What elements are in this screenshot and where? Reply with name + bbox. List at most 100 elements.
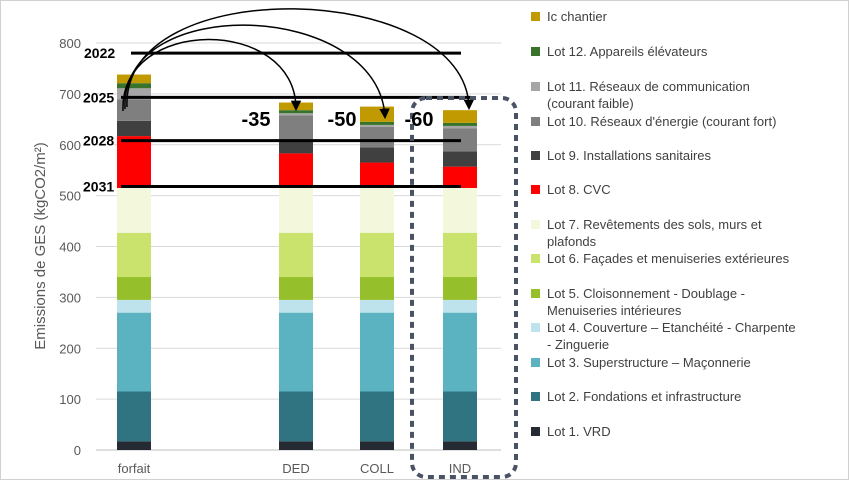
- bar-segment: [360, 126, 394, 148]
- bar-segment: [117, 83, 151, 89]
- legend-swatch: [531, 12, 540, 21]
- bar-segment: [117, 99, 151, 121]
- x-axis-ticks: forfait DED COLL IND: [118, 461, 471, 476]
- y-tick-label: 500: [59, 189, 81, 204]
- bar-segment: [360, 124, 394, 127]
- legend-label: Lot 9. Installations sanitaires: [547, 148, 712, 163]
- bar-segment: [443, 125, 477, 129]
- legend-swatch: [531, 151, 540, 160]
- legend-swatch: [531, 358, 540, 367]
- y-tick-label: 0: [74, 443, 81, 458]
- bar-segment: [117, 88, 151, 100]
- x-tick-label: forfait: [118, 461, 151, 476]
- x-tick-label: COLL: [360, 461, 394, 476]
- bars: [117, 74, 477, 450]
- legend-swatch: [531, 392, 540, 401]
- threshold-label: 2025: [83, 89, 114, 105]
- legend-label-line: Menuiseries intérieures: [547, 303, 682, 318]
- ind-highlight-box: [410, 96, 518, 479]
- legend-label: Lot 1. VRD: [547, 424, 611, 439]
- arrow-forfait-coll: [124, 24, 390, 120]
- delta-labels: -35 -50 -60: [242, 109, 434, 131]
- bar-segment: [117, 187, 151, 233]
- legend-swatch: [531, 427, 540, 436]
- bar-segment: [279, 153, 313, 188]
- bar-segment: [443, 391, 477, 442]
- bar-segment: [279, 441, 313, 450]
- legend-swatch: [531, 323, 540, 332]
- legend-label-line: Lot 9. Installations sanitaires: [547, 148, 712, 163]
- y-axis-label: Emissions de GES (kgCO2/m²): [32, 142, 49, 350]
- legend-label: Lot 12. Appareils élévateurs: [547, 44, 708, 59]
- bar-segment: [360, 441, 394, 450]
- y-tick-label: 400: [59, 240, 81, 255]
- legend-swatch: [531, 185, 540, 194]
- bar-segment: [117, 441, 151, 450]
- delta-label: -50: [328, 109, 357, 131]
- y-tick-label: 600: [59, 138, 81, 153]
- legend-label-line: Lot 1. VRD: [547, 424, 611, 439]
- bar-segment: [279, 232, 313, 278]
- legend-swatch: [531, 254, 540, 263]
- bar-segment: [279, 299, 313, 313]
- threshold-label: 2028: [83, 133, 114, 149]
- legend-label: Lot 2. Fondations et infrastructure: [547, 389, 741, 404]
- delta-label: -60: [405, 109, 434, 131]
- arrows: [122, 8, 475, 120]
- y-tick-label: 700: [59, 87, 81, 102]
- legend-label-line: Lot 11. Réseaux de communication: [547, 79, 750, 94]
- bar-segment: [360, 391, 394, 442]
- delta-label: -35: [242, 109, 271, 131]
- legend-label-line: Lot 8. CVC: [547, 182, 611, 197]
- bar-segment: [360, 277, 394, 300]
- x-tick-label: DED: [282, 461, 309, 476]
- bar-segment: [279, 391, 313, 442]
- bar-segment: [117, 136, 151, 188]
- bar-segment: [279, 187, 313, 233]
- bar-segment: [360, 312, 394, 392]
- legend-label-line: Lot 2. Fondations et infrastructure: [547, 389, 741, 404]
- bar-segment: [443, 441, 477, 450]
- legend-label-line: plafonds: [547, 234, 597, 249]
- legend-label: Lot 3. Superstructure – Maçonnerie: [547, 355, 751, 370]
- bar-segment: [443, 122, 477, 126]
- bar-segment: [360, 162, 394, 188]
- arrow-forfait-ind: [126, 8, 475, 111]
- bar-segment: [443, 110, 477, 123]
- legend-label: Lot 6. Façades et menuiseries extérieure…: [547, 251, 790, 266]
- y-tick-label: 800: [59, 36, 81, 51]
- legend-swatch: [531, 47, 540, 56]
- bar-segment: [279, 113, 313, 116]
- legend-label: Lot 8. CVC: [547, 182, 611, 197]
- legend-label: Lot 7. Revêtements des sols, murs et plaf…: [547, 217, 762, 249]
- bar-segment: [117, 120, 151, 137]
- bar-segment: [443, 299, 477, 313]
- legend-label-line: Ic chantier: [547, 9, 608, 24]
- legend-label: Lot 4. Couverture – Etanchéité - Charpen…: [547, 320, 796, 352]
- legend-swatch: [531, 82, 540, 91]
- legend-label: Ic chantier: [547, 9, 608, 24]
- bar-segment: [279, 115, 313, 141]
- bar-segment: [117, 312, 151, 392]
- legend-label: Lot 10. Réseaux d'énergie (courant fort): [547, 114, 776, 129]
- legend: Ic chantier Lot 12. Appareils élévateurs L…: [531, 9, 796, 439]
- legend-label-line: Lot 12. Appareils élévateurs: [547, 44, 708, 59]
- bar-segment: [443, 277, 477, 300]
- legend-label-line: Lot 7. Revêtements des sols, murs et: [547, 217, 762, 232]
- legend-label-line: Lot 6. Façades et menuiseries extérieure…: [547, 251, 790, 266]
- y-tick-label: 100: [59, 392, 81, 407]
- y-axis-ticks: 0 100 200 300 400 500 600 700 800: [59, 36, 81, 458]
- legend-label: Lot 5. Cloisonnement - Doublage - Menuise…: [547, 286, 745, 318]
- legend-label-line: Lot 5. Cloisonnement - Doublage -: [547, 286, 745, 301]
- threshold-label: 2031: [83, 178, 114, 194]
- legend-label-line: - Zinguerie: [547, 337, 609, 352]
- bar-segment: [443, 312, 477, 392]
- legend-swatch: [531, 289, 540, 298]
- bar-segment: [279, 277, 313, 300]
- legend-label-line: Lot 4. Couverture – Etanchéité - Charpen…: [547, 320, 796, 335]
- legend-label: Lot 11. Réseaux de communication (courant…: [547, 79, 750, 111]
- bar-segment: [117, 277, 151, 300]
- legend-label-line: (courant faible): [547, 96, 634, 111]
- bar-segment: [360, 299, 394, 313]
- bar-segment: [117, 74, 151, 84]
